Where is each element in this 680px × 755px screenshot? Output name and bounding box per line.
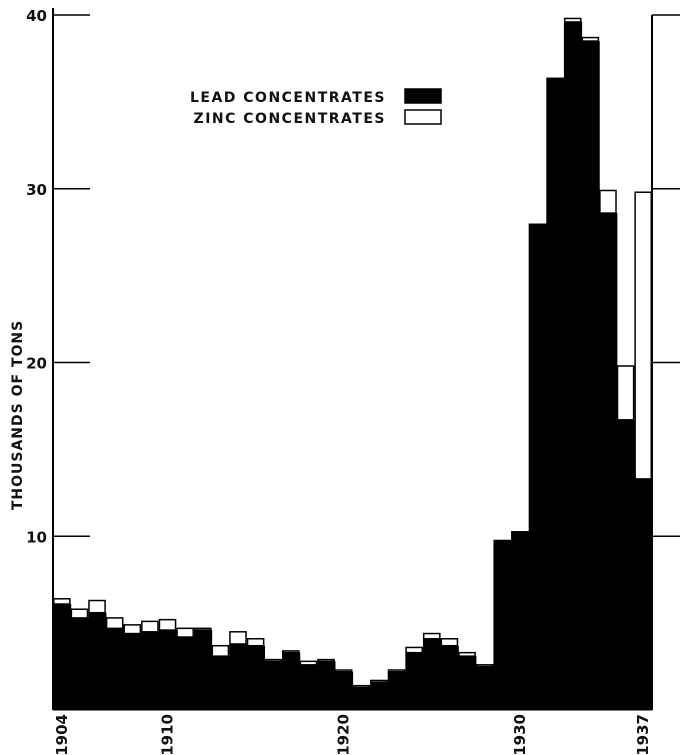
bar-lead-1904 xyxy=(53,604,72,710)
bar-lead-1921 xyxy=(352,687,371,710)
bar-zinc-1908 xyxy=(123,624,142,635)
bar-zinc-1910 xyxy=(158,618,177,631)
bar-lead-1907 xyxy=(105,628,125,710)
bar-zinc-1927 xyxy=(458,651,476,657)
y-tick-label-30: 30 xyxy=(26,181,47,199)
bar-zinc-1917 xyxy=(282,650,300,654)
bar-lead-1931 xyxy=(528,223,547,710)
bar-zinc-1909 xyxy=(141,620,159,633)
bars xyxy=(53,17,653,711)
bar-lead-1920 xyxy=(334,671,354,710)
bar-lead-1912 xyxy=(193,630,213,710)
bar-lead-1935 xyxy=(599,213,618,710)
bar-lead-1925 xyxy=(422,638,442,710)
bar-zinc-1919 xyxy=(317,658,335,663)
bar-zinc-1936 xyxy=(616,365,635,421)
bar-zinc-1928 xyxy=(475,664,494,668)
bar-lead-1929 xyxy=(493,539,512,710)
legend-label-zinc: ZINC CONCENTRATES xyxy=(194,111,386,127)
legend: LEAD CONCENTRATES ZINC CONCENTRATES xyxy=(190,88,442,127)
bar-lead-1910 xyxy=(158,630,177,710)
x-ticks: 1904 1910 1920 1930 1937 xyxy=(53,714,652,755)
bar-lead-1936 xyxy=(616,419,635,710)
bar-lead-1909 xyxy=(141,631,160,710)
right-axis-ticks xyxy=(652,14,680,537)
bar-zinc-1915 xyxy=(246,638,265,647)
bar-lead-1924 xyxy=(405,652,424,710)
bar-lead-1930 xyxy=(511,531,530,710)
bar-zinc-1925 xyxy=(422,632,441,640)
bar-lead-1928 xyxy=(475,666,495,710)
bar-zinc-1920 xyxy=(334,669,353,673)
bar-zinc-1904 xyxy=(53,598,71,605)
bar-zinc-1922 xyxy=(370,679,388,683)
bar-zinc-1926 xyxy=(440,638,459,647)
bar-zinc-1918 xyxy=(299,660,318,666)
bar-zinc-1914 xyxy=(229,631,247,645)
bar-zinc-1907 xyxy=(105,617,124,630)
x-tick-label-1930: 1930 xyxy=(511,714,529,755)
bar-lead-1905 xyxy=(70,617,89,710)
bar-lead-1906 xyxy=(88,612,107,710)
y-tick-label-20: 20 xyxy=(26,355,47,373)
bar-zinc-1921 xyxy=(352,684,371,689)
bar-lead-1923 xyxy=(387,671,406,710)
bar-zinc-1933 xyxy=(563,17,582,23)
bar-lead-1919 xyxy=(317,661,336,710)
y-tick-label-10: 10 xyxy=(26,528,47,546)
bar-lead-1937 xyxy=(634,478,653,710)
bar-lead-1918 xyxy=(299,664,318,710)
x-tick-label-1920: 1920 xyxy=(335,714,353,755)
legend-swatch-lead xyxy=(404,88,442,104)
bar-zinc-1906 xyxy=(88,599,106,614)
bar-lead-1926 xyxy=(440,645,459,710)
bar-lead-1922 xyxy=(370,682,389,710)
bar-zinc-1911 xyxy=(176,627,194,638)
bar-lead-1927 xyxy=(458,656,477,710)
bar-lead-1934 xyxy=(581,41,600,710)
bar-lead-1917 xyxy=(282,652,301,710)
bar-lead-1916 xyxy=(264,661,283,710)
bar-zinc-1934 xyxy=(581,36,600,42)
legend-label-lead: LEAD CONCENTRATES xyxy=(190,90,386,106)
bar-lead-1914 xyxy=(229,643,248,710)
y-ticks: 10 20 30 40 xyxy=(26,7,90,546)
x-tick-label-1904: 1904 xyxy=(53,714,71,755)
bar-lead-1932 xyxy=(546,77,565,711)
bar-lead-1915 xyxy=(246,645,266,710)
y-axis-title: THOUSANDS OF TONS xyxy=(10,320,26,510)
bar-lead-1933 xyxy=(563,21,583,710)
bar-zinc-1905 xyxy=(70,608,89,619)
bar-zinc-1937 xyxy=(634,191,652,480)
bar-lead-1908 xyxy=(123,633,142,710)
x-tick-label-1937: 1937 xyxy=(634,714,652,755)
bar-zinc-1913 xyxy=(211,644,230,657)
bar-zinc-1935 xyxy=(599,189,617,214)
bar-zinc-1923 xyxy=(387,669,406,673)
bar-zinc-1924 xyxy=(405,646,423,654)
y-tick-label-40: 40 xyxy=(26,7,47,25)
bar-lead-1913 xyxy=(211,656,230,710)
bar-zinc-1912 xyxy=(193,627,212,631)
legend-swatch-zinc xyxy=(404,109,442,125)
bar-lead-1911 xyxy=(176,637,195,710)
bar-zinc-1916 xyxy=(264,658,283,663)
x-tick-label-1910: 1910 xyxy=(159,714,177,755)
